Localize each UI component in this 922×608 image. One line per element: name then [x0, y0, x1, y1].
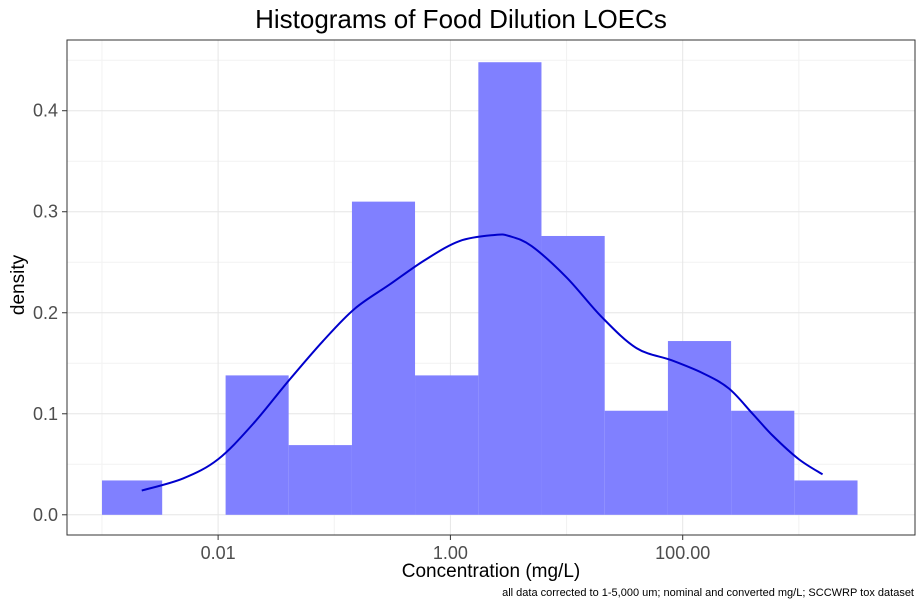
- histogram-bar: [351, 201, 416, 515]
- histogram-bar: [415, 375, 479, 515]
- histogram-bar: [667, 341, 732, 515]
- histogram-bar: [478, 62, 542, 515]
- x-axis-ticks: 0.01 1.00 100.00: [201, 535, 710, 563]
- chart-caption: all data corrected to 1-5,000 um; nomina…: [502, 587, 914, 599]
- plot-border: [66, 39, 916, 536]
- y-tick-label: 0.4: [33, 101, 58, 121]
- histogram-bar: [731, 410, 795, 515]
- y-tick-label: 0.0: [33, 505, 58, 525]
- x-tick-label: 100.00: [655, 543, 710, 563]
- histogram-bar: [794, 480, 858, 515]
- x-tick-label: 1.00: [433, 543, 468, 563]
- y-tick-label: 0.2: [33, 303, 58, 323]
- chart-title: Histograms of Food Dilution LOECs: [255, 4, 667, 34]
- y-tick-label: 0.3: [33, 202, 58, 222]
- histogram-bar: [604, 410, 668, 515]
- x-tick-label: 0.01: [201, 543, 236, 563]
- density-curve: [141, 233, 824, 492]
- y-axis-label: density: [8, 254, 29, 316]
- y-tick-label: 0.1: [33, 404, 58, 424]
- histogram-bar: [225, 375, 289, 515]
- x-axis-label: Concentration (mg/L): [401, 561, 581, 582]
- histogram-bars: [101, 62, 858, 515]
- histogram-bar: [288, 445, 352, 515]
- y-axis-ticks: 0.0 0.1 0.2 0.3 0.4: [33, 101, 67, 525]
- histogram-bar: [101, 480, 163, 515]
- histogram-bar: [541, 235, 605, 515]
